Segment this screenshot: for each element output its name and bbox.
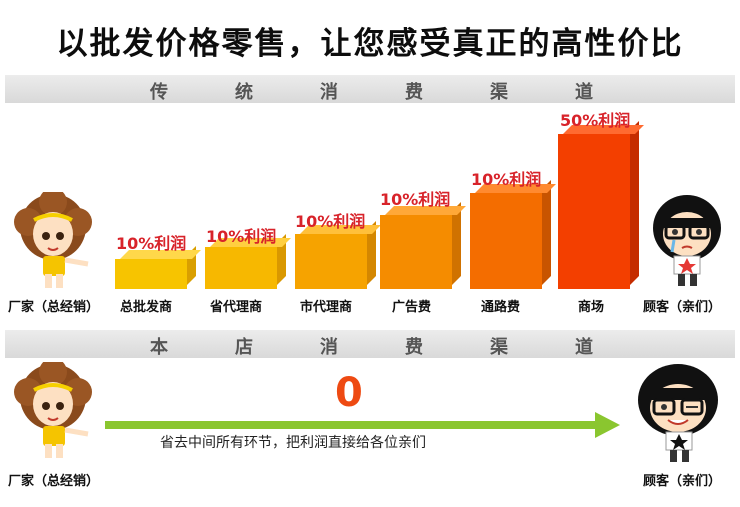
manufacturer-label: 厂家（总经销） xyxy=(8,474,100,489)
band-char: 渠 xyxy=(490,337,508,358)
stage-label: 商场 xyxy=(578,300,605,315)
bar-total-wholesaler xyxy=(115,246,201,289)
profit-label: 10%利润 xyxy=(471,170,542,189)
stage-label: 广告费 xyxy=(392,300,432,315)
manufacturer-girl-illustration xyxy=(14,192,92,288)
band-char: 消 xyxy=(320,337,338,358)
stage-label: 总批发商 xyxy=(120,300,173,315)
manufacturer-girl-illustration xyxy=(14,362,92,458)
page-title: 以批发价格零售，让您感受真正的高性价比 xyxy=(56,26,684,62)
band-char: 费 xyxy=(405,82,423,103)
band-char: 渠 xyxy=(490,82,508,103)
bar-mall xyxy=(558,121,644,289)
bar-city-agent xyxy=(295,221,381,289)
traditional-channel-band: 传 统 消 费 渠 道 xyxy=(5,75,735,103)
bar-provincial-agent xyxy=(205,234,291,289)
band-char: 消 xyxy=(320,82,338,103)
store-channel-band: 本 店 消 费 渠 道 xyxy=(5,330,735,358)
profit-label: 50%利润 xyxy=(560,111,631,130)
manufacturer-label: 厂家（总经销） xyxy=(8,300,100,315)
profit-label: 10%利润 xyxy=(380,190,451,209)
stage-label: 省代理商 xyxy=(210,300,263,315)
stage-label: 通路费 xyxy=(481,300,521,315)
band-char: 统 xyxy=(235,82,253,103)
stage-label: 市代理商 xyxy=(300,300,353,315)
profit-label: 10%利润 xyxy=(206,227,277,246)
band-char: 本 xyxy=(150,337,168,358)
customer-label: 顾客（亲们） xyxy=(643,474,722,489)
band-char: 道 xyxy=(575,82,593,103)
direct-arrow xyxy=(105,412,620,438)
customer-label: 顾客（亲们） xyxy=(643,300,722,315)
band-char: 道 xyxy=(575,337,593,358)
bar-advertising xyxy=(380,202,466,289)
zero-profit-value: 0 xyxy=(335,370,363,416)
band-char: 费 xyxy=(405,337,423,358)
bar-channel-fee xyxy=(470,180,556,289)
band-char: 店 xyxy=(235,337,253,358)
profit-label: 10%利润 xyxy=(116,234,187,253)
profit-label: 10%利润 xyxy=(295,212,366,231)
customer-boy-illustration xyxy=(638,364,718,462)
customer-boy-illustration xyxy=(653,195,721,286)
arrow-caption: 省去中间所有环节，把利润直接给各位亲们 xyxy=(160,435,426,451)
band-char: 传 xyxy=(150,82,168,103)
